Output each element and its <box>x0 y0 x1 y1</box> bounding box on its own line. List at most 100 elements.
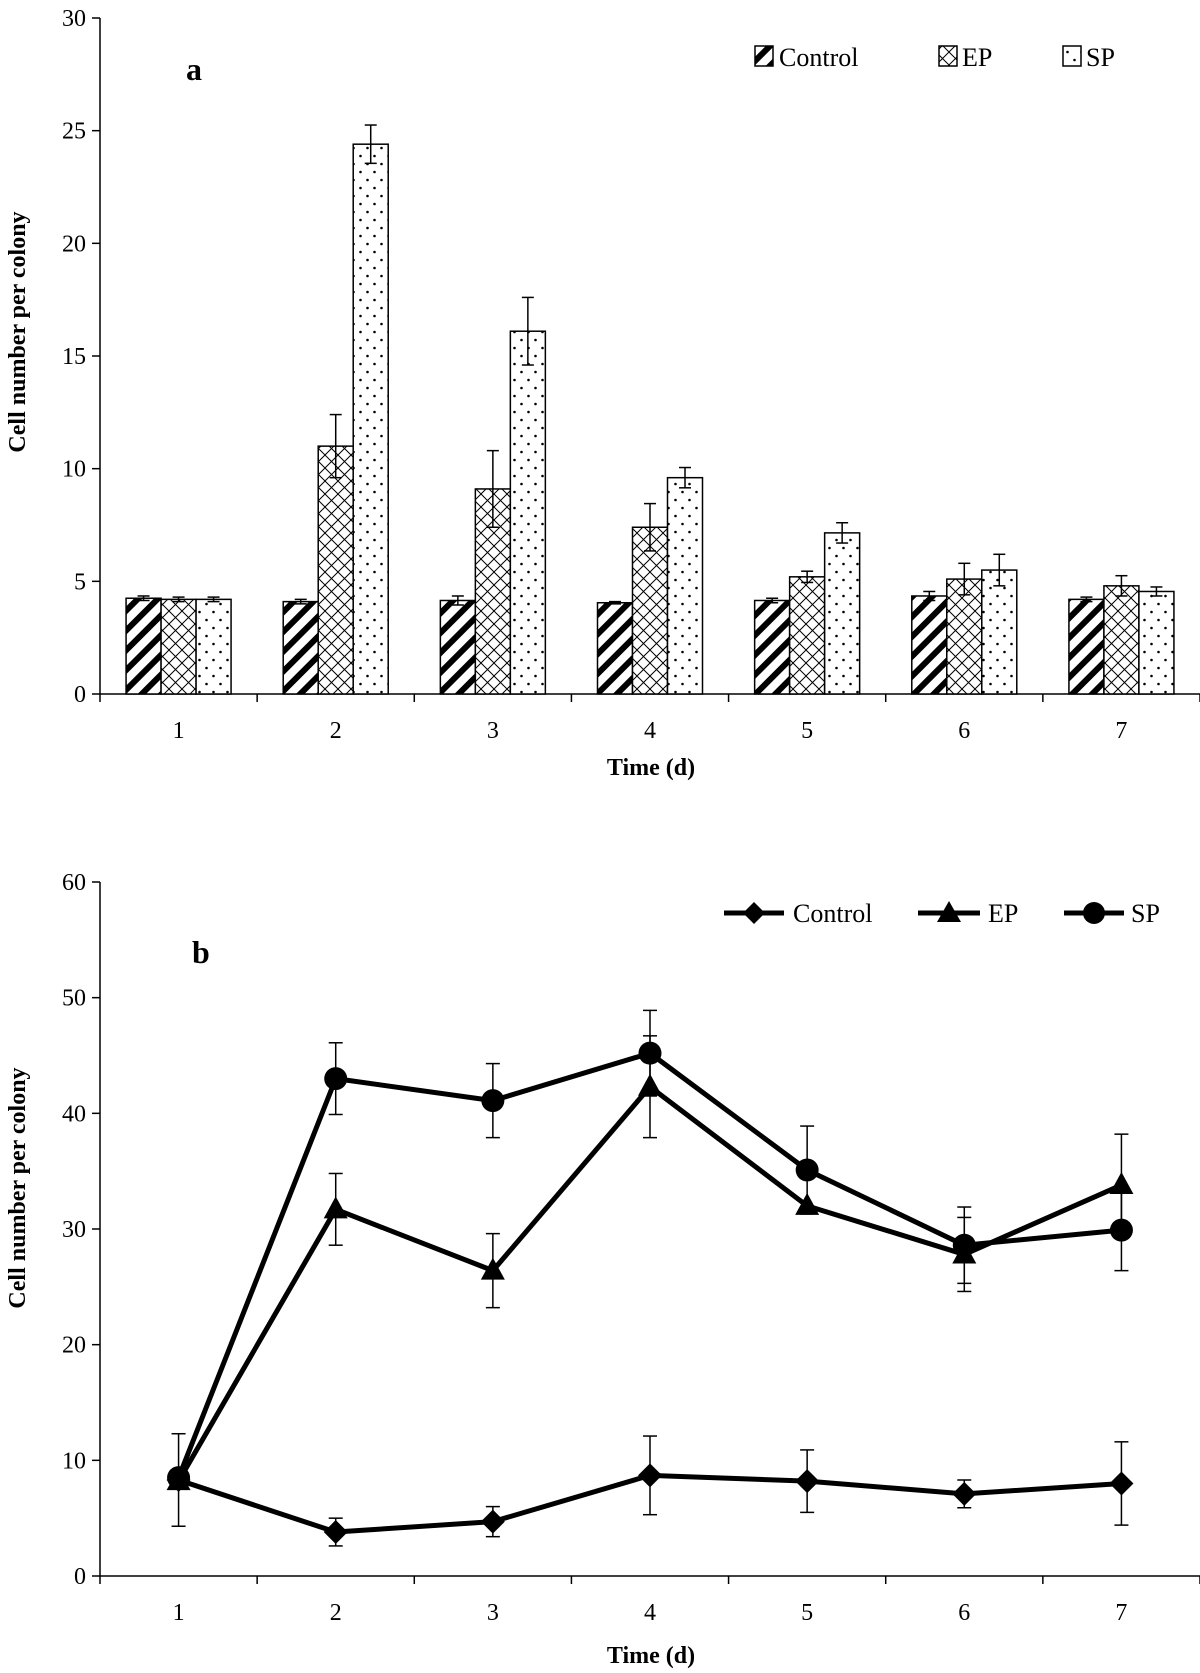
bar-ep-day-2 <box>317 445 354 695</box>
marker-control-day-3 <box>480 1509 505 1534</box>
legend-b: Control EP SP <box>724 899 1160 928</box>
y-tick-label: 20 <box>62 231 86 257</box>
bar-chart-panel-a: a Time (d) Cell number per colony 051015… <box>5 6 1200 781</box>
marker-control-day-5 <box>795 1469 820 1494</box>
bar-sp-day-4 <box>666 476 704 695</box>
bar-sp-day-7 <box>1138 590 1175 695</box>
x-tick-label: 3 <box>487 718 499 744</box>
bar-ep-day-5 <box>788 576 826 695</box>
y-tick-label: 0 <box>74 1564 86 1590</box>
line-ep <box>176 1084 1123 1483</box>
error-bar-control-day-7 <box>1080 596 1093 603</box>
panel-label-b: b <box>192 934 210 970</box>
legend-label-control-a: Control <box>779 43 858 72</box>
error-bar-ep-day-7 <box>1115 574 1128 597</box>
marker-sp-day-1 <box>167 1466 191 1490</box>
marker-sp-day-4 <box>638 1041 662 1065</box>
error-bar-ep-day-5 <box>801 570 814 584</box>
bar-control-day-2 <box>282 600 319 695</box>
x-tick-label: 1 <box>173 718 185 744</box>
bar-control-day-1 <box>125 597 162 695</box>
y-tick-label: 0 <box>74 682 86 708</box>
marker-ep-day-5 <box>795 1192 820 1215</box>
bars-a <box>125 143 1175 695</box>
legend-a: Control EP SP <box>754 43 1115 72</box>
x-tick-label: 7 <box>1115 1600 1127 1626</box>
error-bar-control-day-3 <box>451 595 464 606</box>
panel-label-a: a <box>186 51 202 87</box>
error-bar-ep-day-6 <box>958 562 971 596</box>
error-bar-ep-day-3 <box>486 449 499 529</box>
x-tick-label: 2 <box>330 718 342 744</box>
x-tick-label: 7 <box>1115 718 1127 744</box>
bar-ep-day-6 <box>946 578 983 695</box>
x-tick-label: 2 <box>330 1600 342 1626</box>
error-bar-sp-day-2 <box>364 124 377 165</box>
legend-marker-control-b <box>743 902 765 924</box>
legend-swatch-sp-a <box>1062 45 1082 67</box>
marker-ep-day-3 <box>480 1257 505 1280</box>
error-bar-ep-day-2 <box>329 413 342 479</box>
error-bar-sp-day-5 <box>836 521 849 544</box>
y-tick-label: 5 <box>74 569 86 595</box>
legend-label-ep-b: EP <box>988 899 1018 928</box>
bar-ep-day-1 <box>160 598 197 695</box>
legend-label-control-b: Control <box>793 899 872 928</box>
y-tick-label: 15 <box>62 344 86 370</box>
legend-marker-sp-b <box>1083 902 1105 924</box>
y-tick-label: 60 <box>62 870 86 896</box>
bar-ep-day-4 <box>631 526 669 695</box>
bar-ep-day-7 <box>1103 585 1140 695</box>
bar-control-day-4 <box>596 601 634 695</box>
error-bar-ep-day-4 <box>644 502 656 552</box>
error-bar-sp-day-4 <box>679 466 691 489</box>
x-tick-label: 6 <box>958 1600 970 1626</box>
axes-b: 0 10 20 30 40 50 60 1 2 3 4 5 6 7 <box>62 870 1200 1626</box>
marker-sp-day-7 <box>1109 1218 1133 1242</box>
legend-label-sp-a: SP <box>1086 43 1115 72</box>
x-axis-title-a: Time (d) <box>607 755 695 781</box>
error-bar-control-day-4 <box>609 600 621 605</box>
legend-label-ep-a: EP <box>962 43 992 72</box>
y-axis-title-a: Cell number per colony <box>5 211 31 452</box>
legend-swatch-control-a <box>754 45 774 67</box>
marker-control-day-6 <box>952 1481 977 1506</box>
y-tick-label: 50 <box>62 986 86 1012</box>
y-tick-label: 40 <box>62 1101 86 1127</box>
error-bars-a <box>137 124 1163 606</box>
y-tick-label: 10 <box>62 1448 86 1474</box>
legend-swatch-ep-a <box>938 45 958 67</box>
error-bar-control-day-6 <box>923 590 936 602</box>
markers-b <box>166 1041 1134 1545</box>
error-bar-control-day-5 <box>766 597 779 604</box>
legend-label-sp-b: SP <box>1131 899 1160 928</box>
bar-control-day-6 <box>911 595 948 695</box>
x-tick-label: 5 <box>801 1600 813 1626</box>
error-bar-sp-day-1 <box>207 596 220 603</box>
line-chart-panel-b: b Time (d) Cell number per colony 0 10 20 3… <box>5 870 1200 1669</box>
error-bar-control-day-1 <box>137 595 150 602</box>
x-tick-label: 5 <box>801 718 813 744</box>
bar-control-day-7 <box>1068 598 1105 695</box>
bar-sp-day-6 <box>981 569 1018 695</box>
marker-sp-day-6 <box>952 1233 976 1257</box>
legend-marker-ep-b <box>937 901 961 922</box>
bar-sp-day-3 <box>509 330 547 695</box>
bar-control-day-5 <box>753 599 791 695</box>
bar-sp-day-1 <box>195 598 232 695</box>
error-bar-sp-day-6 <box>993 553 1006 587</box>
x-tick-label: 6 <box>958 718 970 744</box>
marker-ep-day-2 <box>323 1196 348 1219</box>
error-bar-ep-day-1 <box>172 596 185 603</box>
y-tick-label: 10 <box>62 457 86 483</box>
y-tick-label: 30 <box>62 6 86 32</box>
x-tick-label: 1 <box>173 1600 185 1626</box>
x-tick-label: 4 <box>644 718 656 744</box>
error-bar-sp-day-7 <box>1150 586 1163 597</box>
error-bar-control-day-2 <box>294 598 307 605</box>
x-tick-label: 4 <box>644 1600 656 1626</box>
marker-sp-day-5 <box>795 1158 819 1182</box>
bar-sp-day-5 <box>823 532 861 695</box>
x-axis-title-b: Time (d) <box>607 1643 695 1669</box>
